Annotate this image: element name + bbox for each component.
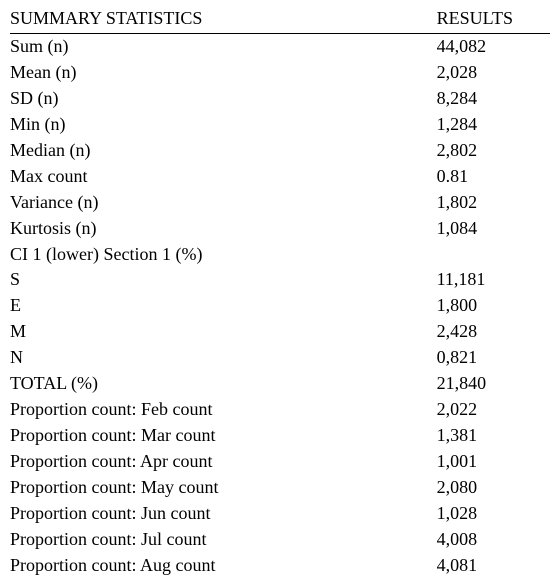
table-row: Max count0.81 — [10, 164, 550, 190]
value-cell: 1,001 — [437, 449, 550, 475]
stat-cell: Median (n) — [10, 138, 437, 164]
stat-cell: Max count — [10, 164, 437, 190]
value-cell: 4,008 — [437, 527, 550, 553]
table-row: E1,800 — [10, 293, 550, 319]
table-row: Proportion count: Feb count2,022 — [10, 397, 550, 423]
table-row: Variance (n)1,802 — [10, 190, 550, 216]
table-row: Proportion count: Jun count1,028 — [10, 501, 550, 527]
table-body: Sum (n)44,082Mean (n)2,028SD (n)8,284Min… — [10, 34, 550, 579]
stat-cell: Sum (n) — [10, 34, 437, 60]
value-cell: 2,080 — [437, 475, 550, 501]
stat-cell: CI 1 (lower) Section 1 (%) — [10, 242, 437, 268]
value-cell: 4,081 — [437, 553, 550, 579]
table-row: CI 1 (lower) Section 1 (%) — [10, 242, 550, 268]
table-row: Mean (n)2,028 — [10, 60, 550, 86]
value-cell: 11,181 — [437, 267, 550, 293]
value-cell: 21,840 — [437, 371, 550, 397]
stat-cell: Mean (n) — [10, 60, 437, 86]
table-row: TOTAL (%)21,840 — [10, 371, 550, 397]
stat-cell: M — [10, 319, 437, 345]
value-cell: 1,028 — [437, 501, 550, 527]
stat-cell: TOTAL (%) — [10, 371, 437, 397]
table-row: M2,428 — [10, 319, 550, 345]
value-cell: 44,082 — [437, 34, 550, 60]
stat-cell: SD (n) — [10, 86, 437, 112]
value-cell: 2,022 — [437, 397, 550, 423]
stat-cell: Proportion count: Feb count — [10, 397, 437, 423]
stat-cell: S — [10, 267, 437, 293]
stat-cell: Proportion count: Aug count — [10, 553, 437, 579]
summary-table: SUMMARY STATISTICS RESULTS Sum (n)44,082… — [10, 6, 550, 579]
stat-cell: Proportion count: Jun count — [10, 501, 437, 527]
value-cell: 0.81 — [437, 164, 550, 190]
table-row: SD (n)8,284 — [10, 86, 550, 112]
table-row: Proportion count: May count2,080 — [10, 475, 550, 501]
stat-cell: Variance (n) — [10, 190, 437, 216]
value-cell: 1,800 — [437, 293, 550, 319]
stat-cell: Min (n) — [10, 112, 437, 138]
value-cell: 0,821 — [437, 345, 550, 371]
value-cell: 2,428 — [437, 319, 550, 345]
header-row: SUMMARY STATISTICS RESULTS — [10, 6, 550, 34]
header-stat: SUMMARY STATISTICS — [10, 6, 437, 34]
table-row: S11,181 — [10, 267, 550, 293]
table-row: N0,821 — [10, 345, 550, 371]
table-row: Proportion count: Jul count4,008 — [10, 527, 550, 553]
value-cell: 1,802 — [437, 190, 550, 216]
table-row: Kurtosis (n)1,084 — [10, 216, 550, 242]
value-cell: 1,284 — [437, 112, 550, 138]
stat-cell: Proportion count: Jul count — [10, 527, 437, 553]
value-cell: 1,381 — [437, 423, 550, 449]
stat-cell: Proportion count: Apr count — [10, 449, 437, 475]
table-row: Min (n)1,284 — [10, 112, 550, 138]
stat-cell: Proportion count: May count — [10, 475, 437, 501]
stat-cell: Proportion count: Mar count — [10, 423, 437, 449]
table-row: Median (n)2,802 — [10, 138, 550, 164]
table-row: Proportion count: Mar count1,381 — [10, 423, 550, 449]
stat-cell: E — [10, 293, 437, 319]
table-row: Proportion count: Apr count1,001 — [10, 449, 550, 475]
value-cell: 8,284 — [437, 86, 550, 112]
stat-cell: Kurtosis (n) — [10, 216, 437, 242]
table-row: Sum (n)44,082 — [10, 34, 550, 60]
value-cell: 2,028 — [437, 60, 550, 86]
value-cell: 2,802 — [437, 138, 550, 164]
table-row: Proportion count: Aug count4,081 — [10, 553, 550, 579]
stat-cell: N — [10, 345, 437, 371]
value-cell: 1,084 — [437, 216, 550, 242]
value-cell — [437, 242, 550, 268]
header-val: RESULTS — [437, 6, 550, 34]
